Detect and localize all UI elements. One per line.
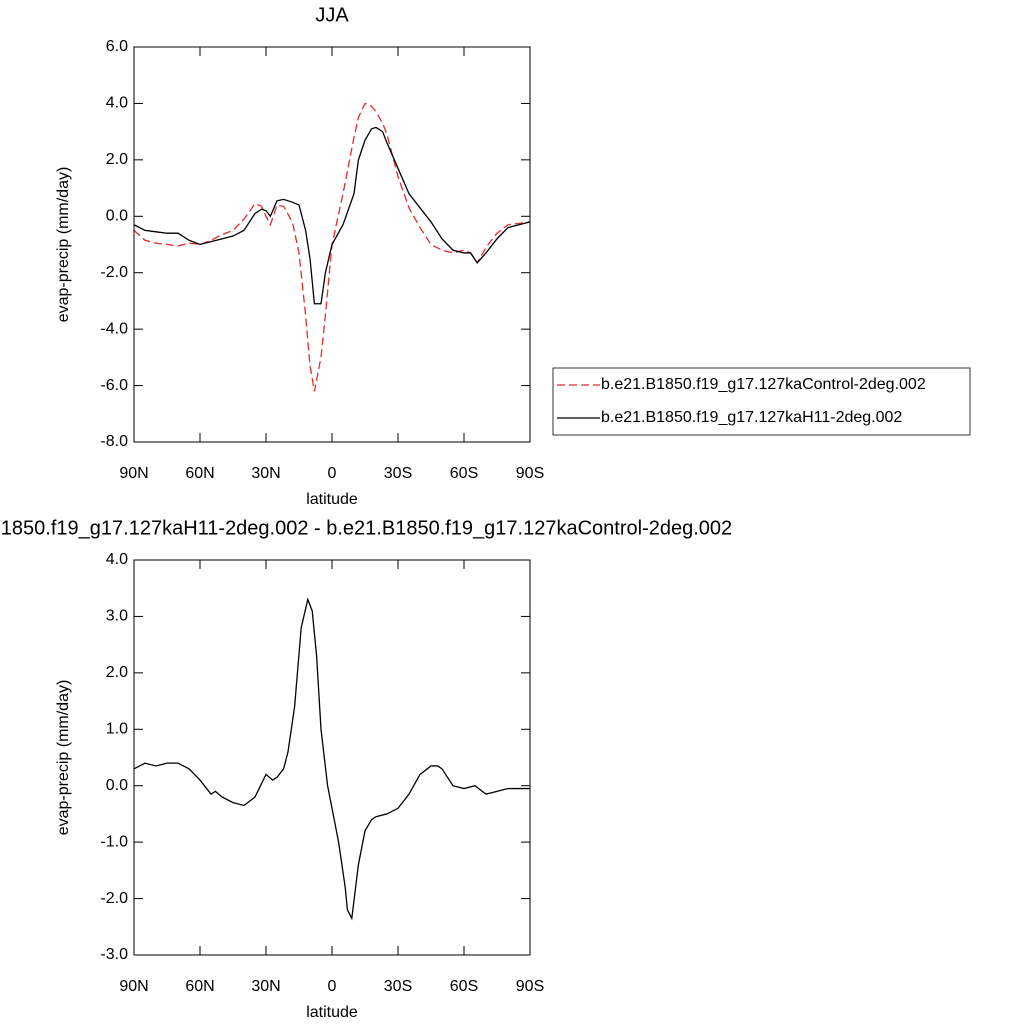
legend-label: b.e21.B1850.f19_g17.127kaControl-2deg.00… xyxy=(601,376,926,393)
y-tick-label: -1.0 xyxy=(100,833,128,850)
x-tick-label: 60N xyxy=(185,465,214,482)
y-tick-label: 0.0 xyxy=(106,208,128,225)
legend-label: b.e21.B1850.f19_g17.127kaH11-2deg.002 xyxy=(601,409,902,426)
y-tick-label: -3.0 xyxy=(100,946,128,963)
x-tick-label: 0 xyxy=(328,978,337,995)
y-tick-label: -4.0 xyxy=(100,320,128,337)
y-tick-label: 2.0 xyxy=(106,151,128,168)
x-tick-label: 90N xyxy=(119,465,148,482)
y-tick-label: -8.0 xyxy=(100,433,128,450)
x-tick-label: 30N xyxy=(251,978,280,995)
x-tick-label: 90S xyxy=(516,465,544,482)
chart-title: JJA xyxy=(315,4,349,26)
y-tick-label: 0.0 xyxy=(106,777,128,794)
x-tick-label: 30N xyxy=(251,465,280,482)
y-tick-label: -6.0 xyxy=(100,377,128,394)
x-tick-label: 90N xyxy=(119,978,148,995)
y-tick-label: 1.0 xyxy=(106,721,128,738)
y-tick-label: -2.0 xyxy=(100,890,128,907)
plot-frame xyxy=(133,559,531,956)
x-tick-label: 60S xyxy=(450,465,478,482)
data-line xyxy=(133,102,531,392)
x-tick-label: 30S xyxy=(384,978,412,995)
data-line xyxy=(133,597,530,921)
data-line xyxy=(133,126,531,305)
chart-title: b.e21.B1850.f19_g17.127kaH11-2deg.002 - … xyxy=(0,517,732,539)
x-tick-label: 30S xyxy=(384,465,412,482)
x-tick-label: 60N xyxy=(185,978,214,995)
x-axis-label: latitude xyxy=(306,491,358,508)
legend-box xyxy=(552,367,971,436)
y-tick-label: 3.0 xyxy=(106,608,128,625)
x-axis-label: latitude xyxy=(306,1004,358,1021)
y-tick-label: -2.0 xyxy=(100,264,128,281)
y-tick-label: 2.0 xyxy=(106,664,128,681)
y-axis-label: evap-precip (mm/day) xyxy=(55,680,72,836)
x-tick-label: 60S xyxy=(450,978,478,995)
y-tick-label: 4.0 xyxy=(106,95,128,112)
y-tick-label: 6.0 xyxy=(106,38,128,55)
x-tick-label: 0 xyxy=(328,465,337,482)
x-tick-label: 90S xyxy=(516,978,544,995)
y-tick-label: 4.0 xyxy=(106,551,128,568)
y-axis-label: evap-precip (mm/day) xyxy=(55,167,72,323)
